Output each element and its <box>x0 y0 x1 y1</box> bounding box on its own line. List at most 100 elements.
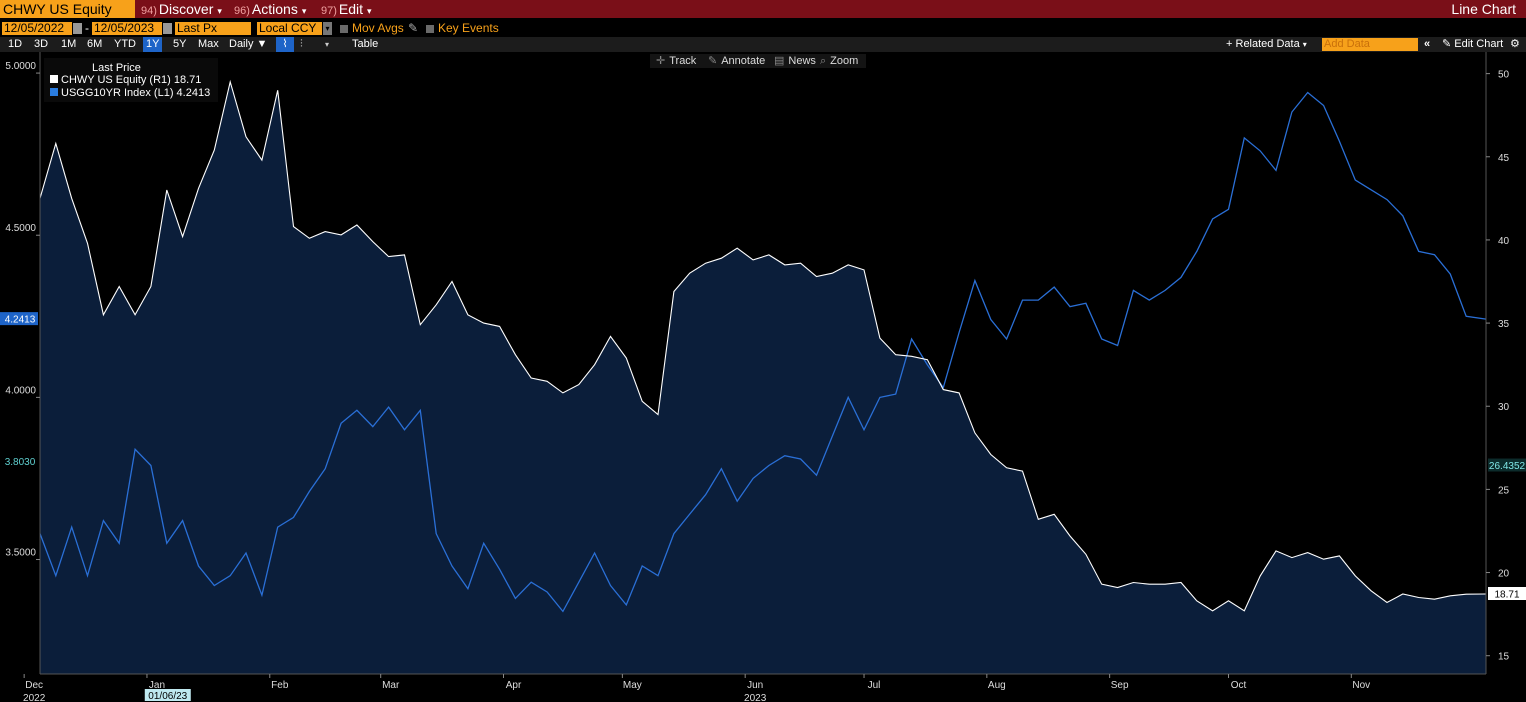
left-tick-label: 3.5000 <box>5 548 36 559</box>
x-tick-label: May <box>623 680 642 691</box>
chevron-down-icon[interactable]: ▾ <box>323 22 332 35</box>
chart-settings-row: 12/05/2022 - 12/05/2023 Last Px Local CC… <box>0 19 1526 37</box>
end-date-field[interactable]: 12/05/2023 <box>92 22 162 35</box>
value-flags-layer: 01/06/23 4.2413 3.8030 26.4352 18.71 <box>0 312 1526 702</box>
add-data-input[interactable]: Add Data <box>1322 38 1418 51</box>
menu-number: 96) <box>234 5 250 17</box>
x-tick-label: Aug <box>988 680 1006 691</box>
mov-avgs-label[interactable]: Mov Avgs <box>352 21 404 35</box>
right-tick-label: 20 <box>1498 569 1510 580</box>
caret-down-icon: ▼ <box>256 38 268 50</box>
date-separator: - <box>85 21 89 35</box>
legend-item-label: CHWY US Equity (R1) 18.71 <box>61 74 202 86</box>
right-tick-label: 50 <box>1498 70 1510 81</box>
zoom-label: Zoom <box>830 55 859 67</box>
edit-menu[interactable]: 97) Edit ▾ <box>321 0 372 18</box>
right-value-flag-label: 18.71 <box>1494 590 1519 601</box>
period-5y[interactable]: 5Y <box>173 38 187 50</box>
x-tick-year-label: 2023 <box>744 693 767 702</box>
frequency-selector[interactable]: Daily ▼ <box>229 37 267 52</box>
bar-chart-icon[interactable]: ⫶ <box>300 38 303 50</box>
security-ticker-field[interactable]: CHWY US Equity <box>0 0 135 18</box>
period-max[interactable]: Max <box>198 38 219 50</box>
annotate-tool[interactable]: ✎ Annotate <box>708 54 765 68</box>
currency-selector[interactable]: Local CCY <box>257 22 322 35</box>
caret-down-icon: ▾ <box>367 6 372 16</box>
right-tick-label: 25 <box>1498 485 1510 496</box>
right-tick-label: 40 <box>1498 236 1510 247</box>
axes-layer: 3.5000 4.0000 4.5000 5.0000 15 20 25 30 35 40 45 50… <box>5 52 1510 702</box>
legend-swatch <box>50 88 58 96</box>
line-chart-icon[interactable]: ⌇ <box>276 37 294 52</box>
chevron-down-icon[interactable]: ▾ <box>325 40 330 49</box>
period-ytd[interactable]: YTD <box>114 38 136 50</box>
left-value-flag-label: 3.8030 <box>5 457 36 468</box>
period-1d[interactable]: 1D <box>8 38 23 50</box>
x-tick-label: Nov <box>1352 680 1370 691</box>
calendar-icon[interactable] <box>163 23 172 34</box>
edit-chart-label: Edit Chart <box>1454 38 1504 50</box>
menu-label: Discover <box>158 1 214 17</box>
legend-swatch <box>50 75 58 83</box>
x-tick-label: Mar <box>382 680 400 691</box>
caret-down-icon: ▾ <box>1302 40 1307 49</box>
key-events-checkbox[interactable] <box>426 25 434 33</box>
news-tool[interactable]: ▤ News <box>774 54 816 68</box>
chart-tools-strip: ✛ Track ✎ Annotate ▤ News ⌕ Zoom <box>650 54 866 68</box>
period-1m[interactable]: 1M <box>61 38 77 50</box>
gear-icon[interactable]: ⚙ <box>1510 38 1520 50</box>
period-3d[interactable]: 3D <box>34 38 49 50</box>
top-menu-bar: CHWY US Equity 94) Discover ▾ 96) Actions ▾ … <box>0 0 1526 18</box>
frequency-label: Daily <box>229 38 254 50</box>
x-tick-label: Dec <box>25 680 43 691</box>
right-value-flag-label: 26.4352 <box>1489 461 1526 472</box>
track-tool[interactable]: ✛ Track <box>656 54 696 68</box>
right-tick-label: 45 <box>1498 153 1510 164</box>
legend-item-label: USGG10YR Index (L1) 4.2413 <box>61 87 211 99</box>
start-date-field[interactable]: 12/05/2022 <box>2 22 72 35</box>
line-chart-plot: 3.5000 4.0000 4.5000 5.0000 15 20 25 30 35 40 45 50… <box>0 52 1526 702</box>
zoom-tool[interactable]: ⌕ Zoom <box>820 54 858 68</box>
caret-down-icon: ▾ <box>301 6 307 16</box>
menu-number: 97) <box>321 5 337 17</box>
x-tick-year-label: 2022 <box>23 693 46 702</box>
collapse-icon[interactable]: « <box>1424 38 1431 50</box>
x-crosshair-flag-label: 01/06/23 <box>148 691 187 702</box>
pencil-icon[interactable]: ✎ <box>408 21 419 35</box>
plus-icon: + <box>1226 38 1233 50</box>
discover-menu[interactable]: 94) Discover ▾ <box>141 0 222 18</box>
legend-item-chwy[interactable]: CHWY US Equity (R1) 18.71 <box>50 74 201 86</box>
table-button[interactable]: Table <box>352 38 379 50</box>
track-label: Track <box>669 55 697 67</box>
price-field-selector[interactable]: Last Px <box>175 22 251 35</box>
period-toolbar: 1D 3D 1M 6M YTD 1Y 5Y Max Daily ▼ ⌇ ⫶ ▾ … <box>0 37 1526 52</box>
news-icon: ▤ <box>774 55 785 67</box>
edit-chart-button[interactable]: ✎ Edit Chart <box>1442 37 1503 52</box>
series-lines-layer <box>39 79 1487 613</box>
magnifier-icon: ⌕ <box>820 55 827 67</box>
right-value-flag <box>1488 587 1526 601</box>
x-tick-label: Feb <box>271 680 289 691</box>
caret-down-icon: ▾ <box>217 6 222 16</box>
right-tick-label: 30 <box>1498 402 1510 413</box>
legend-item-ust10y[interactable]: USGG10YR Index (L1) 4.2413 <box>50 87 210 99</box>
left-tick-label: 4.5000 <box>5 223 36 234</box>
legend-title: Last Price <box>92 62 141 74</box>
pencil-icon: ✎ <box>1442 38 1452 50</box>
related-data-menu[interactable]: + Related Data ▾ <box>1226 37 1307 52</box>
key-events-label[interactable]: Key Events <box>438 21 499 35</box>
actions-menu[interactable]: 96) Actions ▾ <box>234 0 306 18</box>
calendar-icon[interactable] <box>73 23 82 34</box>
left-tick-label: 4.0000 <box>5 385 36 396</box>
period-6m[interactable]: 6M <box>87 38 103 50</box>
x-crosshair-flag <box>144 689 191 701</box>
x-tick-label: Jul <box>868 680 881 691</box>
news-label: News <box>788 55 816 67</box>
chart-type-title: Line Chart <box>1451 1 1516 17</box>
mov-avgs-checkbox[interactable] <box>340 25 348 33</box>
crosshair-icon: ✛ <box>656 55 666 67</box>
menu-label: Edit <box>338 1 364 17</box>
period-1y[interactable]: 1Y <box>143 37 163 52</box>
x-tick-label: Jan <box>149 680 165 691</box>
left-tick-label: 5.0000 <box>5 61 36 72</box>
